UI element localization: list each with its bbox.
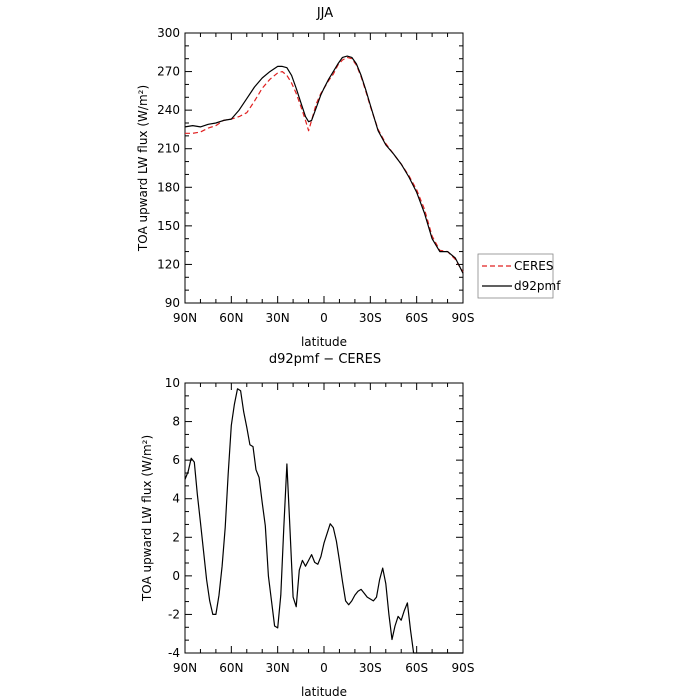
bottom-series-lines	[184, 388, 463, 654]
bottom-ticks: -4 -2 0 2 4 6 8 10 90N 60N 30N 0 30S 60S 90S	[165, 376, 475, 675]
top-ytick-label: 270	[157, 65, 180, 79]
bottom-xtick-label: 60N	[219, 661, 243, 675]
bottom-panel: d92pmf − CERES -4 -2 0 2 4 6 8 10 90N 60N 30N 0 30S 6…	[140, 352, 474, 699]
bottom-ytick-label: 6	[172, 453, 180, 467]
legend-box	[477, 253, 554, 299]
top-ytick-label: 240	[157, 103, 180, 117]
bottom-ytick-label: 2	[172, 530, 180, 544]
top-ytick-label: 90	[165, 296, 180, 310]
bottom-ytick-label: 8	[172, 415, 180, 429]
top-ytick-label: 300	[157, 26, 180, 40]
top-xtick-label: 0	[320, 311, 328, 325]
top-chart-title: JJA	[316, 6, 333, 21]
top-series-lines	[184, 55, 464, 274]
top-ticks: 90 120 150 180 210 240 270 300 90N 60N 30N 0 30S 60S 9…	[157, 26, 474, 325]
bottom-chart-title: d92pmf − CERES	[269, 352, 381, 367]
bottom-xtick-label: 60S	[405, 661, 428, 675]
top-y-axis-title: TOA upward LW flux (W/m²)	[136, 85, 150, 252]
top-xtick-label: 60S	[405, 311, 428, 325]
legend: CERES d92pmf	[477, 253, 561, 299]
bottom-plot-frame	[184, 382, 464, 654]
bottom-ytick-label: 10	[165, 376, 180, 390]
bottom-xtick-label: 90N	[173, 661, 197, 675]
bottom-xtick-label: 0	[320, 661, 328, 675]
top-panel: JJA 90 120 150 180 210 240 270 300 90N 60N 30N 0 30S…	[136, 6, 474, 349]
top-plot-frame	[184, 32, 464, 304]
bottom-xtick-label: 30N	[266, 661, 290, 675]
top-ytick-label: 150	[157, 219, 180, 233]
top-xtick-label: 90N	[173, 311, 197, 325]
top-xtick-label: 90S	[452, 311, 475, 325]
bottom-ytick-label: 0	[172, 569, 180, 583]
bottom-ytick-label: -2	[168, 607, 180, 621]
bottom-ytick-label: 4	[172, 492, 180, 506]
top-xtick-label: 60N	[219, 311, 243, 325]
bottom-xtick-label: 90S	[452, 661, 475, 675]
top-xtick-label: 30N	[266, 311, 290, 325]
bottom-ytick-label: -4	[168, 646, 180, 660]
top-series-line-d92pmf	[184, 55, 464, 274]
bottom-y-axis-title: TOA upward LW flux (W/m²)	[140, 435, 154, 602]
top-ytick-label: 180	[157, 180, 180, 194]
bottom-series-line-difference	[184, 388, 463, 654]
top-xtick-label: 30S	[359, 311, 382, 325]
bottom-xtick-label: 30S	[359, 661, 382, 675]
top-x-axis-title: latitude	[301, 335, 347, 349]
bottom-x-axis-title: latitude	[301, 685, 347, 699]
top-ytick-label: 210	[157, 142, 180, 156]
legend-label-ceres: CERES	[514, 259, 554, 273]
top-ytick-label: 120	[157, 257, 180, 271]
legend-label-d92pmf: d92pmf	[514, 279, 561, 293]
